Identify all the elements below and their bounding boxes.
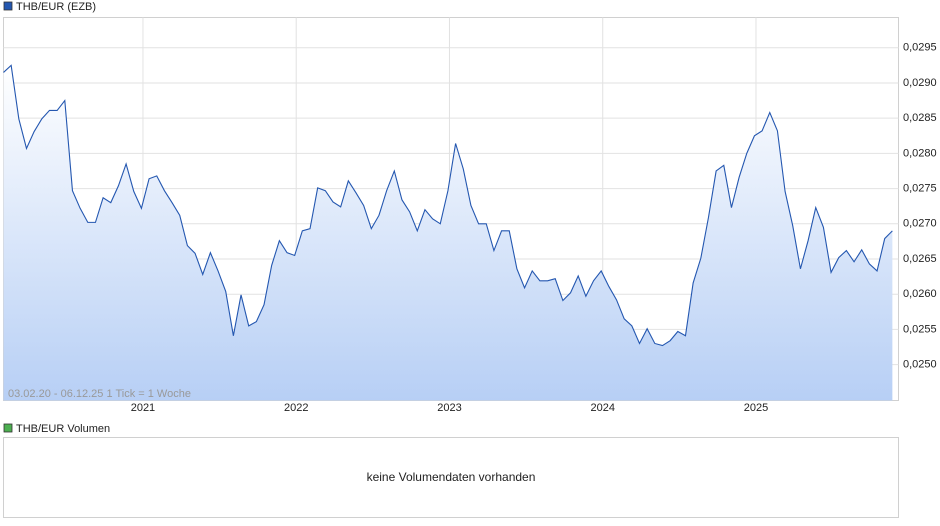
y-tick-label: 0,0290 [903,77,937,89]
y-tick-label: 0,0265 [903,253,937,265]
x-tick-label: 2025 [744,402,768,414]
volume-frame [3,437,899,518]
x-tick-label: 2024 [590,402,614,414]
legend-swatch [3,423,13,433]
y-tick-label: 0,0285 [903,112,937,124]
y-tick-label: 0,0275 [903,182,937,194]
x-tick-label: 2023 [437,402,461,414]
empty-message: keine Volumendaten vorhanden [367,470,536,484]
legend-swatch [3,1,13,11]
y-tick-label: 0,0270 [903,218,937,230]
y-tick-label: 0,0255 [903,323,937,335]
y-tick-label: 0,0260 [903,288,937,300]
x-tick-label: 2022 [284,402,308,414]
plot [3,64,893,401]
y-tick-label: 0,0280 [903,147,937,159]
panel-title: THB/EUR Volumen [16,423,110,435]
area [3,65,893,401]
x-tick-label: 2021 [131,402,155,414]
legend-label: THB/EUR (EZB) [16,1,96,13]
y-tick-label: 0,0295 [903,42,937,54]
y-tick-label: 0,0250 [903,359,937,371]
line [3,64,893,347]
annotation: 03.02.20 - 06.12.25 1 Tick = 1 Woche [8,388,191,400]
